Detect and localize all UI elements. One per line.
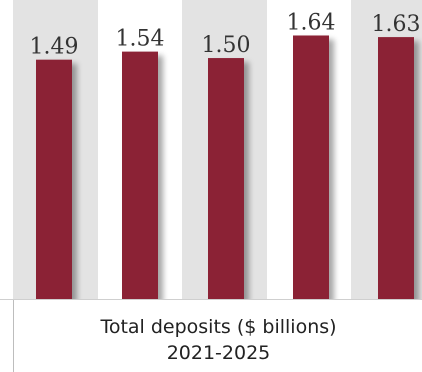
value-label-2021: 1.49 (30, 35, 79, 60)
bar-2022 (122, 51, 158, 300)
chart-baseline (0, 299, 422, 300)
bar-2024 (293, 35, 329, 300)
bars-group (36, 35, 414, 300)
value-label-2024: 1.64 (287, 10, 336, 35)
bar-2025 (378, 37, 414, 300)
chart-title: Total deposits ($ billions) (100, 316, 337, 338)
chart-caption: Total deposits ($ billions) 2021-2025 (13, 300, 422, 372)
value-label-2023: 1.50 (202, 33, 251, 58)
value-labels-group: 1.49 1.54 1.50 1.64 1.63 (30, 10, 421, 59)
bar-2021 (36, 59, 72, 300)
bar-2023 (208, 58, 244, 300)
chart-subtitle: 2021-2025 (166, 342, 271, 364)
bar-chart: 1.49 1.54 1.50 1.64 1.63 (13, 0, 422, 300)
value-label-2022: 1.54 (116, 27, 165, 52)
value-label-2025: 1.63 (372, 12, 421, 37)
